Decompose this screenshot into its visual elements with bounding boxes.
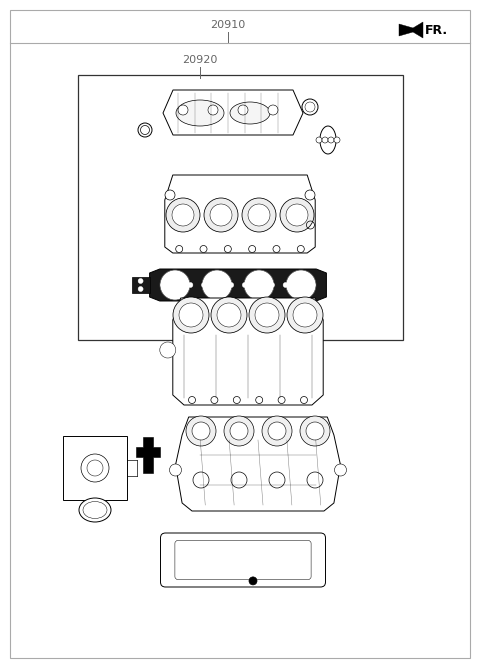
- Circle shape: [286, 204, 308, 226]
- Polygon shape: [399, 22, 423, 38]
- Circle shape: [307, 472, 323, 488]
- Circle shape: [322, 137, 328, 143]
- Circle shape: [278, 396, 285, 404]
- Circle shape: [328, 137, 334, 143]
- Ellipse shape: [176, 100, 224, 126]
- Circle shape: [189, 396, 195, 404]
- Circle shape: [248, 204, 270, 226]
- Polygon shape: [163, 90, 303, 135]
- Circle shape: [268, 105, 278, 115]
- Circle shape: [238, 105, 248, 115]
- Circle shape: [334, 137, 340, 143]
- Polygon shape: [63, 436, 127, 500]
- Circle shape: [249, 577, 257, 585]
- Circle shape: [335, 464, 347, 476]
- Circle shape: [310, 283, 315, 287]
- Circle shape: [160, 270, 190, 300]
- Polygon shape: [132, 277, 150, 293]
- Circle shape: [256, 283, 261, 287]
- Circle shape: [202, 270, 232, 300]
- Circle shape: [300, 396, 308, 404]
- Ellipse shape: [79, 498, 111, 522]
- Circle shape: [287, 297, 323, 333]
- Circle shape: [160, 342, 176, 358]
- Circle shape: [192, 422, 210, 440]
- Circle shape: [224, 245, 231, 253]
- Circle shape: [202, 283, 206, 287]
- Polygon shape: [173, 298, 323, 405]
- Circle shape: [297, 283, 302, 287]
- Circle shape: [172, 204, 194, 226]
- Circle shape: [256, 396, 263, 404]
- Circle shape: [249, 245, 256, 253]
- Circle shape: [316, 137, 322, 143]
- Circle shape: [233, 396, 240, 404]
- Circle shape: [161, 283, 166, 287]
- Circle shape: [231, 472, 247, 488]
- Circle shape: [138, 287, 143, 291]
- Circle shape: [242, 283, 247, 287]
- Circle shape: [305, 102, 315, 112]
- Circle shape: [268, 422, 286, 440]
- FancyBboxPatch shape: [160, 533, 325, 587]
- Circle shape: [208, 105, 218, 115]
- Circle shape: [228, 283, 234, 287]
- Ellipse shape: [83, 502, 107, 518]
- Ellipse shape: [230, 102, 270, 124]
- Polygon shape: [136, 437, 160, 473]
- Circle shape: [302, 99, 318, 115]
- Polygon shape: [320, 126, 336, 154]
- Circle shape: [297, 245, 304, 253]
- Circle shape: [293, 303, 317, 327]
- Circle shape: [305, 190, 315, 200]
- Circle shape: [242, 198, 276, 232]
- Circle shape: [193, 472, 209, 488]
- Circle shape: [174, 283, 180, 287]
- Text: FR.: FR.: [425, 23, 448, 37]
- Circle shape: [166, 198, 200, 232]
- Circle shape: [81, 454, 109, 482]
- Circle shape: [138, 279, 143, 283]
- Circle shape: [211, 396, 218, 404]
- Polygon shape: [176, 417, 340, 511]
- Circle shape: [306, 422, 324, 440]
- Circle shape: [300, 416, 330, 446]
- Circle shape: [217, 303, 241, 327]
- Circle shape: [244, 270, 274, 300]
- Polygon shape: [150, 269, 326, 301]
- Circle shape: [269, 472, 285, 488]
- Circle shape: [200, 245, 207, 253]
- Circle shape: [165, 190, 175, 200]
- Circle shape: [186, 416, 216, 446]
- Circle shape: [249, 297, 285, 333]
- Circle shape: [179, 303, 203, 327]
- Polygon shape: [165, 175, 315, 253]
- Text: 20920: 20920: [182, 55, 218, 65]
- Circle shape: [215, 283, 220, 287]
- Circle shape: [255, 303, 279, 327]
- Circle shape: [210, 204, 232, 226]
- Circle shape: [273, 245, 280, 253]
- Circle shape: [280, 198, 314, 232]
- Circle shape: [178, 105, 188, 115]
- Circle shape: [286, 270, 316, 300]
- Circle shape: [283, 283, 288, 287]
- Circle shape: [141, 125, 149, 135]
- Circle shape: [262, 416, 292, 446]
- Text: 20910: 20910: [210, 20, 246, 30]
- Circle shape: [204, 198, 238, 232]
- Circle shape: [138, 123, 152, 137]
- FancyBboxPatch shape: [175, 540, 311, 580]
- Circle shape: [173, 297, 209, 333]
- Circle shape: [169, 464, 181, 476]
- Circle shape: [188, 283, 193, 287]
- Circle shape: [87, 460, 103, 476]
- Bar: [78, 75, 403, 340]
- Circle shape: [176, 245, 183, 253]
- Circle shape: [230, 422, 248, 440]
- Circle shape: [224, 416, 254, 446]
- Circle shape: [211, 297, 247, 333]
- Circle shape: [269, 283, 275, 287]
